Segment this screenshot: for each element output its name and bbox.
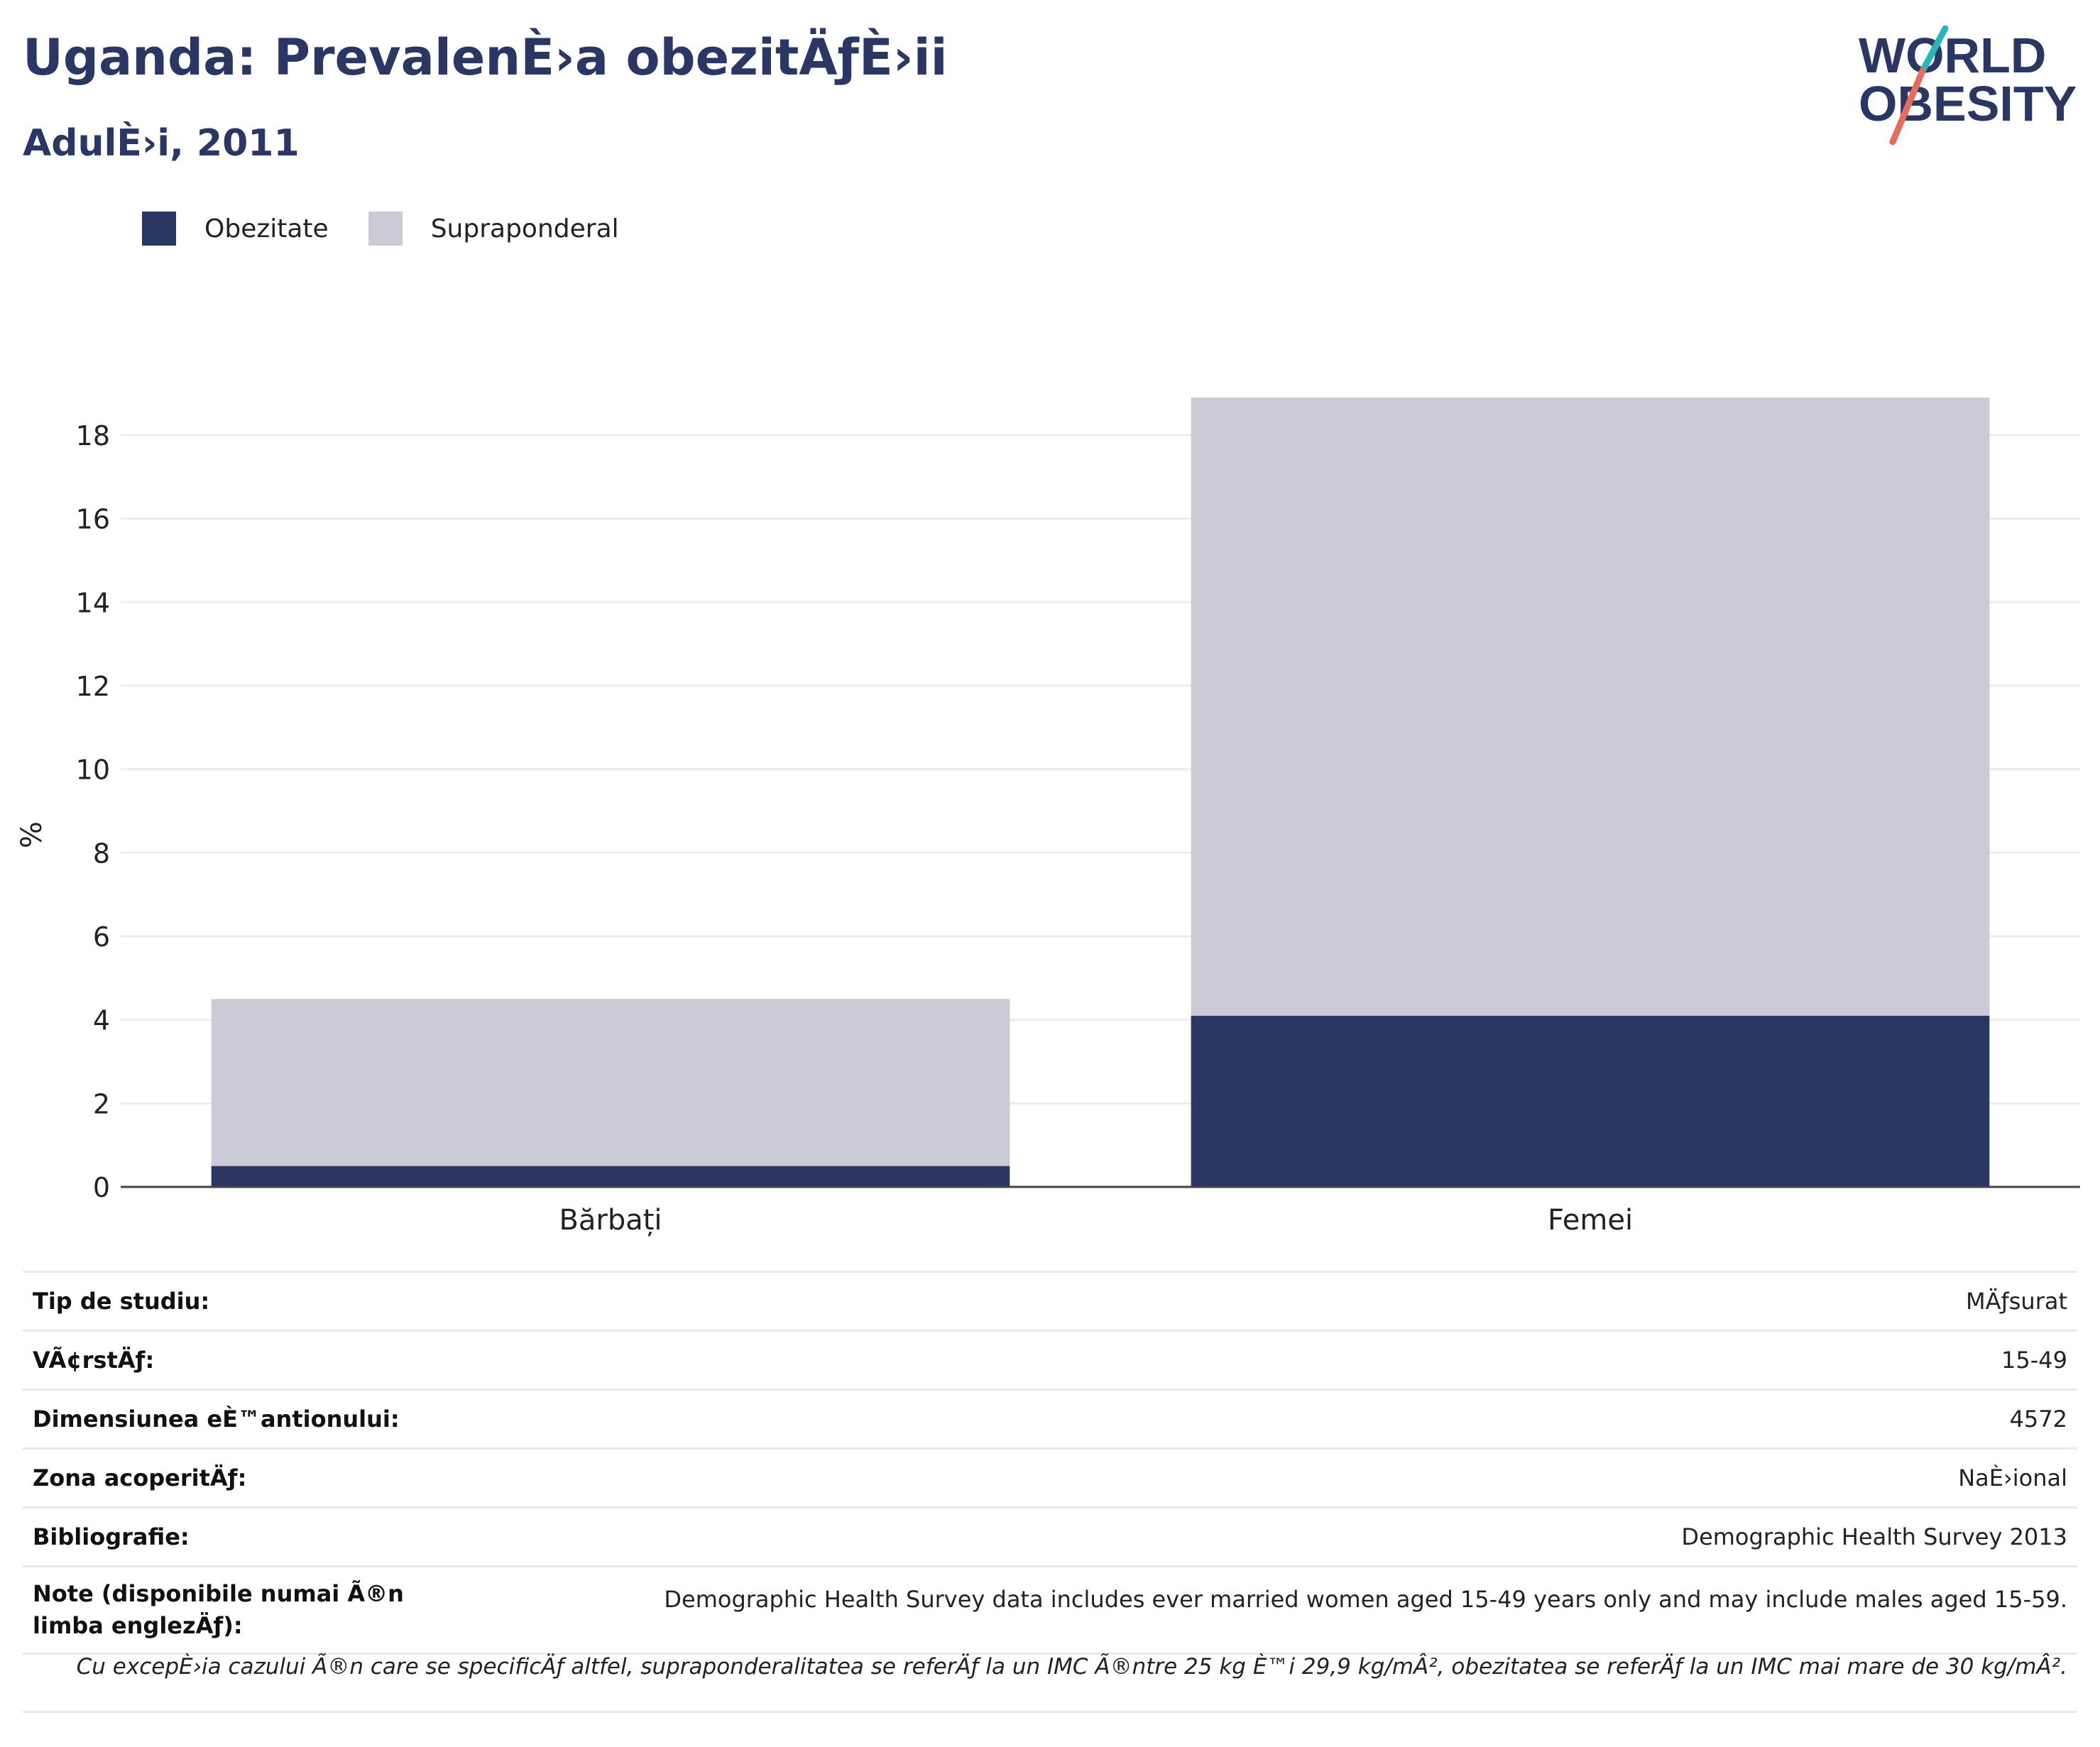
y-tick-label: 2 [93, 1088, 110, 1119]
bar-chart: 0 2 4 6 8 10 12 14 16 18 Bărbați Femei % [16, 398, 2080, 1237]
footnote-divider [23, 1711, 2077, 1713]
logo-slash-teal [1919, 25, 1949, 75]
y-tick-label: 0 [93, 1172, 110, 1203]
info-row-age: VÃ¢rstÄƒ: 15-49 [23, 1330, 2077, 1389]
info-label-area-covered: Zona acoperitÄƒ: [33, 1464, 247, 1491]
chart-legend: Obezitate Supraponderal [142, 212, 659, 246]
legend-label-obezitate: Obezitate [204, 214, 329, 243]
y-axis-label: % [16, 821, 48, 848]
logo-word-world: WORLD [1859, 28, 2046, 83]
info-label-notes: Note (disponibile numai Ã®n limba englez… [33, 1580, 404, 1639]
bar-supraponderal-0[interactable] [211, 999, 1010, 1166]
info-value-bibliography: Demographic Health Survey 2013 [1681, 1523, 2067, 1550]
info-label-study-type: Tip de studiu: [33, 1288, 210, 1315]
legend-item-supraponderal[interactable]: Supraponderal [368, 212, 619, 246]
y-tick-label: 14 [76, 587, 110, 618]
legend-swatch-supraponderal [368, 212, 403, 246]
legend-label-supraponderal: Supraponderal [430, 214, 619, 243]
info-row-area-covered: Zona acoperitÄƒ: NaÈ›ional [23, 1447, 2077, 1506]
x-tick-label: Bărbați [559, 1204, 662, 1237]
info-row-bibliography: Bibliografie: Demographic Health Survey … [23, 1506, 2077, 1565]
info-row-study-type: Tip de studiu: MÄƒsurat [23, 1271, 2077, 1330]
y-tick-label: 4 [93, 1005, 110, 1036]
x-tick-label: Femei [1548, 1204, 1633, 1237]
world-obesity-logo: WORLD OBESITY [1859, 25, 2077, 146]
y-tick-label: 18 [76, 420, 110, 451]
y-tick-label: 16 [76, 504, 110, 535]
legend-swatch-obezitate [142, 212, 176, 246]
footnote: Cu excepÈ›ia cazului Ã®n care se specifi… [76, 1654, 2067, 1680]
info-value-area-covered: NaÈ›ional [1958, 1464, 2067, 1491]
info-row-sample-size: Dimensiunea eÈ™antionului: 4572 [23, 1389, 2077, 1447]
logo-word-obesity: OBESITY [1859, 76, 2077, 131]
chart-title: Uganda: PrevalenÈ›a obezitÄƒÈ›ii [23, 28, 948, 87]
info-row-notes: Note (disponibile numai Ã®n limba englez… [23, 1565, 2077, 1655]
bars [211, 398, 1990, 1187]
y-tick-label: 6 [93, 921, 110, 953]
bar-obezitate-1[interactable] [1191, 1015, 1990, 1187]
x-tick-labels: Bărbați Femei [559, 1204, 1633, 1237]
legend-item-obezitate[interactable]: Obezitate [142, 212, 329, 246]
y-tick-label: 10 [76, 755, 110, 786]
study-info-table: Tip de studiu: MÄƒsurat VÃ¢rstÄƒ: 15-49 … [23, 1271, 2077, 1655]
y-tick-label: 8 [93, 838, 110, 869]
chart-subtitle: AdulÈ›i, 2011 [23, 122, 300, 165]
info-label-bibliography: Bibliografie: [33, 1523, 190, 1550]
y-tick-label: 12 [76, 671, 110, 702]
info-value-sample-size: 4572 [2009, 1406, 2067, 1433]
info-label-age: VÃ¢rstÄƒ: [33, 1347, 155, 1374]
info-value-age: 15-49 [2001, 1347, 2067, 1374]
logo-slash-coral [1889, 67, 1926, 146]
info-value-study-type: MÄƒsurat [1965, 1288, 2067, 1315]
bar-supraponderal-1[interactable] [1191, 398, 1990, 1016]
bar-obezitate-0[interactable] [211, 1166, 1010, 1187]
y-tick-labels: 0 2 4 6 8 10 12 14 16 18 [76, 420, 110, 1203]
info-value-notes: Demographic Health Survey data includes … [664, 1586, 2067, 1613]
info-label-sample-size: Dimensiunea eÈ™antionului: [33, 1406, 400, 1433]
